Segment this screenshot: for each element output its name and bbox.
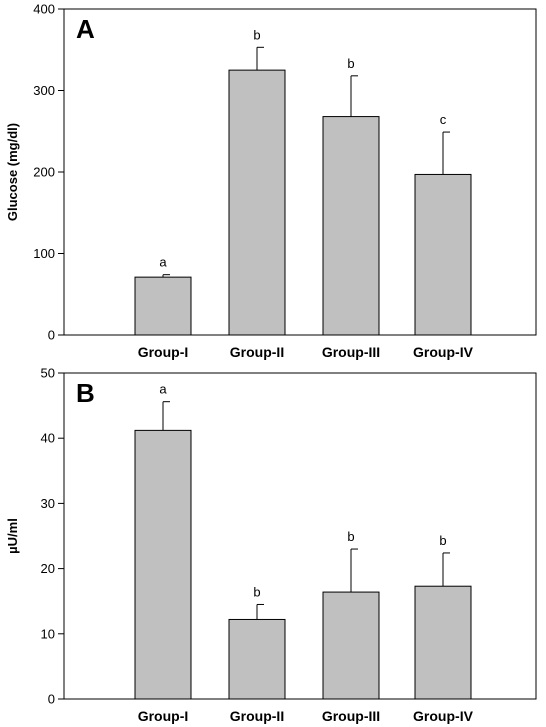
significance-label: b xyxy=(253,27,260,42)
bar xyxy=(414,585,472,700)
bar xyxy=(228,69,286,336)
x-category-label: Group-II xyxy=(230,344,284,360)
x-category-label: Group-I xyxy=(138,344,189,360)
y-axis-title: µU/ml xyxy=(5,518,20,554)
bar xyxy=(322,116,380,336)
x-category-label: Group-IV xyxy=(413,344,474,360)
significance-label: b xyxy=(253,584,260,599)
y-tick-label: 0 xyxy=(48,692,55,707)
x-category-label: Group-II xyxy=(230,708,284,724)
y-tick-label: 30 xyxy=(41,496,55,511)
bar xyxy=(414,173,472,336)
y-tick-label: 100 xyxy=(33,246,55,261)
significance-label: a xyxy=(159,255,167,270)
plot-frame xyxy=(63,372,537,700)
x-category-label: Group-III xyxy=(322,344,380,360)
y-tick-label: 40 xyxy=(41,431,55,446)
bar xyxy=(228,618,286,700)
panel-letter: B xyxy=(76,378,95,408)
x-category-label: Group-I xyxy=(138,708,189,724)
y-tick-label: 10 xyxy=(41,626,55,641)
y-axis-title: Glucose (mg/dl) xyxy=(5,123,20,221)
chart-panel-b: B 0 10 20 30 40 50 µU/ml a Group-I b Group-II b Group… xyxy=(5,366,537,724)
significance-label: b xyxy=(347,529,354,544)
y-tick-label: 0 xyxy=(48,328,55,343)
y-tick-label: 200 xyxy=(33,165,55,180)
significance-label: a xyxy=(159,382,167,397)
bar xyxy=(134,429,192,700)
bar xyxy=(134,276,192,336)
panel-letter: A xyxy=(76,14,95,44)
y-tick-label: 50 xyxy=(41,366,55,381)
y-tick-label: 300 xyxy=(33,83,55,98)
significance-label: b xyxy=(439,533,446,548)
x-category-label: Group-IV xyxy=(413,708,474,724)
y-tick-label: 20 xyxy=(41,561,55,576)
x-category-label: Group-III xyxy=(322,708,380,724)
significance-label: c xyxy=(440,112,447,127)
y-tick-label: 400 xyxy=(33,2,55,17)
bar xyxy=(322,591,380,700)
chart-panel-a: A 0 100 200 300 400 Glucose (mg/dl) a Group-I b Gr… xyxy=(5,2,537,360)
significance-label: b xyxy=(347,56,354,71)
